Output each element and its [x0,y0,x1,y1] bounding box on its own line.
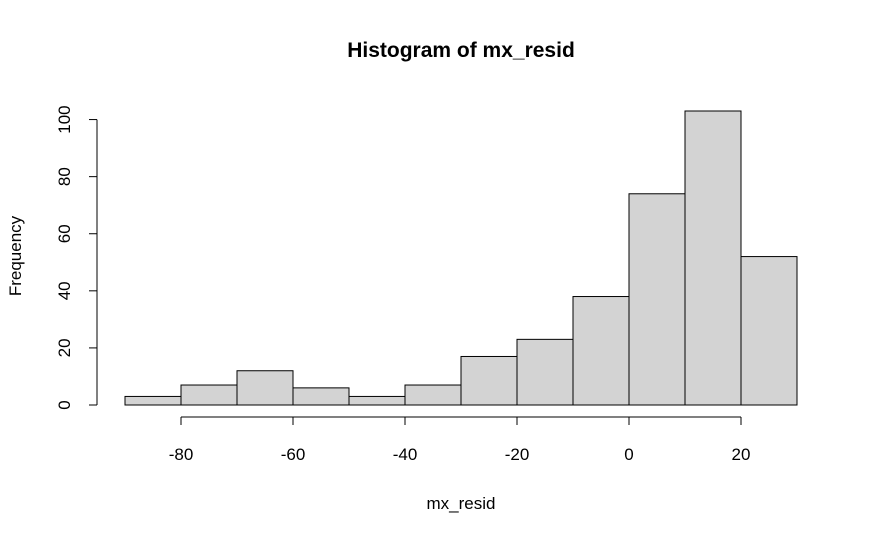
histogram-bar [292,387,350,406]
histogram-bar [684,110,742,406]
histogram-bar [180,384,238,406]
histogram-bar [516,338,574,406]
x-tick-label: -40 [393,445,418,464]
x-axis-label: mx_resid [427,494,496,513]
x-tick-label: 20 [732,445,751,464]
y-tick-label: 20 [55,338,74,357]
x-tick-label: -20 [505,445,530,464]
histogram-bar [236,370,294,406]
chart-title: Histogram of mx_resid [347,39,575,62]
y-tick-label: 100 [55,105,74,133]
histogram-bar [348,395,406,406]
y-tick-label: 60 [55,224,74,243]
x-axis: -80 -60 -40 -20 0 20 [169,416,751,464]
bars-group [124,110,798,406]
y-axis-label: Frequency [6,215,25,296]
histogram-bar [460,355,518,406]
y-tick-label: 0 [55,400,74,409]
histogram-bar [572,296,630,406]
x-tick-label: 0 [624,445,633,464]
y-tick-label: 40 [55,281,74,300]
histogram-bar [124,395,182,406]
histogram-bar [628,193,686,406]
histogram-bar [740,256,798,406]
histogram-bar [404,384,462,406]
x-tick-label: -80 [169,445,194,464]
x-tick-label: -60 [281,445,306,464]
y-tick-label: 80 [55,167,74,186]
y-axis: 0 20 40 60 80 100 [55,105,98,410]
